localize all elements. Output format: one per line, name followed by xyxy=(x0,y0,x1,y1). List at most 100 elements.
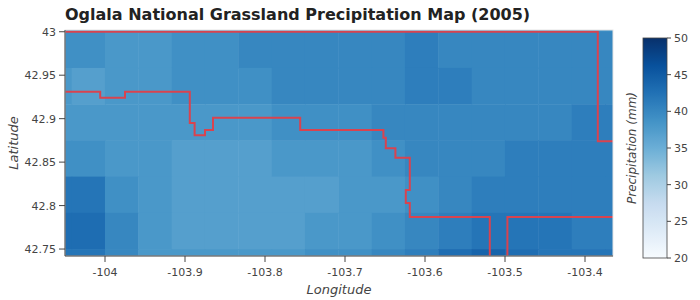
cell xyxy=(65,32,72,69)
cell xyxy=(472,140,506,177)
cell xyxy=(405,213,439,250)
cell xyxy=(505,32,539,69)
y-tick-label: 42.95 xyxy=(25,69,57,82)
cell xyxy=(438,177,472,214)
cell xyxy=(605,249,613,256)
cell xyxy=(205,213,239,250)
y-axis-label: Latitude xyxy=(6,116,21,170)
cell xyxy=(405,68,439,105)
cell xyxy=(505,177,539,214)
cell xyxy=(238,32,272,69)
cell xyxy=(272,177,306,214)
cell xyxy=(238,213,272,250)
y-tick-label: 43 xyxy=(42,26,56,39)
cell xyxy=(572,140,606,177)
cell xyxy=(138,177,172,214)
y-tick xyxy=(59,205,65,206)
colorbar-tick-label: 20 xyxy=(674,252,688,265)
cell xyxy=(305,249,339,256)
cell xyxy=(172,213,206,250)
x-tick-label: -103.5 xyxy=(487,266,522,279)
cell xyxy=(438,213,472,250)
cell xyxy=(138,249,172,256)
colorbar-tick-label: 30 xyxy=(674,179,688,192)
plot-area xyxy=(65,30,613,256)
cell xyxy=(338,177,372,214)
colorbar-tick xyxy=(667,111,671,112)
cell xyxy=(372,177,406,214)
cell xyxy=(72,140,106,177)
cell xyxy=(372,213,406,250)
cell xyxy=(105,32,139,69)
cell xyxy=(238,104,272,141)
cell xyxy=(505,213,539,250)
cell xyxy=(538,140,572,177)
cell xyxy=(105,213,139,250)
cell xyxy=(65,104,72,141)
cell xyxy=(272,68,306,105)
cell xyxy=(605,104,613,141)
cell xyxy=(505,140,539,177)
cell xyxy=(605,68,613,105)
cell xyxy=(172,177,206,214)
cell xyxy=(605,213,613,250)
y-tick xyxy=(59,31,65,32)
cell xyxy=(105,68,139,105)
colorbar-tick xyxy=(667,38,671,39)
boundary-line xyxy=(65,92,490,256)
cell xyxy=(105,104,139,141)
x-tick-label: -103.4 xyxy=(567,266,602,279)
cell xyxy=(572,249,606,256)
cell xyxy=(205,140,239,177)
colorbar-tick xyxy=(667,148,671,149)
x-tick-label: -103.6 xyxy=(407,266,442,279)
cell xyxy=(538,104,572,141)
cell xyxy=(272,213,306,250)
cell xyxy=(405,32,439,69)
cell xyxy=(572,68,606,105)
chart: Oglala National Grassland Precipitation … xyxy=(0,0,700,300)
cell xyxy=(438,140,472,177)
cell xyxy=(65,213,72,250)
cell xyxy=(72,68,106,105)
cell xyxy=(105,249,139,256)
cell xyxy=(505,249,539,256)
cell xyxy=(538,249,572,256)
y-tick xyxy=(59,249,65,250)
cell xyxy=(438,68,472,105)
y-tick-label: 42.8 xyxy=(32,200,57,213)
cell xyxy=(305,140,339,177)
cell xyxy=(138,140,172,177)
cell xyxy=(205,249,239,256)
colorbar-tick-label: 45 xyxy=(674,69,688,82)
cell xyxy=(572,177,606,214)
cell xyxy=(65,140,72,177)
colorbar-tick-label: 40 xyxy=(674,105,688,118)
cell xyxy=(605,177,613,214)
cell xyxy=(438,104,472,141)
x-tick xyxy=(345,256,346,262)
y-tick xyxy=(59,162,65,163)
y-tick-label: 42.85 xyxy=(25,156,57,169)
cell xyxy=(372,104,406,141)
colorbar-tick-label: 25 xyxy=(674,215,688,228)
cell xyxy=(472,32,506,69)
cell xyxy=(72,104,106,141)
cell xyxy=(305,177,339,214)
cell xyxy=(105,177,139,214)
cell xyxy=(472,249,506,256)
cell xyxy=(65,177,72,214)
cell xyxy=(572,104,606,141)
cell xyxy=(438,32,472,69)
cell xyxy=(338,68,372,105)
cell xyxy=(472,104,506,141)
colorbar-tick-label: 35 xyxy=(674,142,688,155)
cell xyxy=(172,32,206,69)
cell xyxy=(272,249,306,256)
cell xyxy=(272,32,306,69)
cell xyxy=(305,68,339,105)
colorbar-tick xyxy=(667,258,671,259)
cell xyxy=(472,68,506,105)
y-tick xyxy=(59,118,65,119)
cell xyxy=(72,177,106,214)
